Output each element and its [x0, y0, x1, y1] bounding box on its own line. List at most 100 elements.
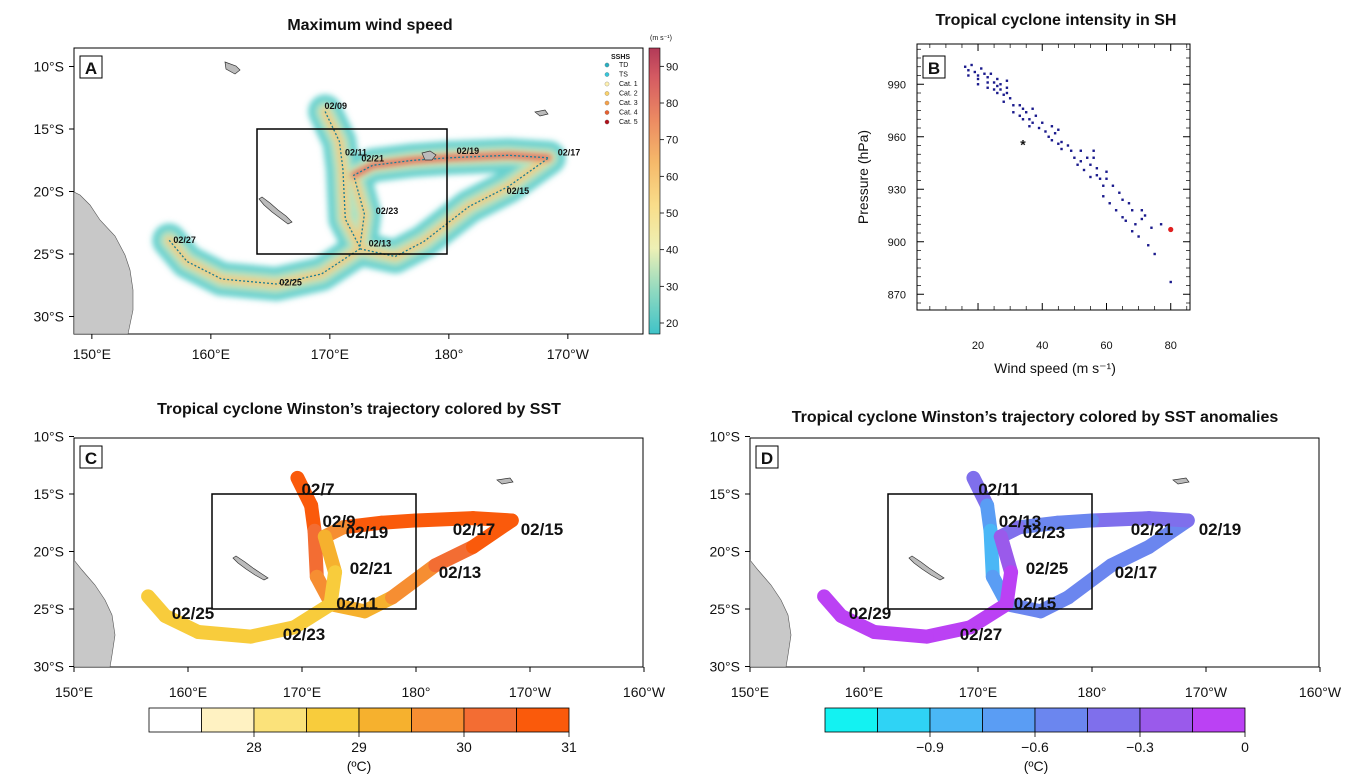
colorbar-box [463, 707, 517, 733]
scatter-point [1130, 209, 1134, 212]
scatter-point [1060, 140, 1063, 144]
scatter-point [980, 67, 983, 70]
lon-label-a: 170°E [311, 346, 349, 362]
scatter-point [1012, 111, 1015, 114]
scatter-point [1102, 195, 1105, 198]
track-segment [919, 620, 978, 644]
sst-track [141, 470, 519, 644]
wind-colorbar-label: 80 [666, 98, 678, 110]
track-date: 02/27 [960, 625, 1003, 644]
colorbar-box [824, 707, 878, 733]
focus-box-c [211, 493, 417, 610]
scatter-point [976, 74, 980, 77]
colorbar-box [253, 707, 307, 733]
lat-label: 15°S [33, 486, 64, 502]
scatter-point [983, 72, 986, 75]
scatter-point [1130, 230, 1134, 233]
australia-coast-c [74, 559, 116, 667]
scatter-point [1018, 114, 1021, 117]
track-date-a: 02/11 [345, 147, 367, 157]
sshs-legend-marker [604, 91, 610, 96]
scatter-point [1092, 156, 1095, 159]
scatter-point [1092, 149, 1095, 152]
panel-b-xtick-label: 80 [1165, 340, 1177, 352]
track-segment [243, 620, 302, 644]
scatter-point [1089, 163, 1092, 166]
track-date: 02/21 [350, 559, 393, 578]
colorbar-label: 31 [561, 739, 577, 755]
sshs-legend-marker [604, 119, 610, 125]
focus-box-d [887, 493, 1093, 610]
wind-colorbar-label: 20 [666, 318, 678, 330]
scatter-point [1089, 175, 1092, 179]
track-date-a: 02/21 [361, 154, 384, 164]
colorbar-label: 29 [351, 739, 367, 755]
fiji-a [421, 150, 437, 161]
panel-c-frame [73, 437, 644, 668]
track-date-a: 02/09 [325, 101, 348, 111]
panel-a-label-box [79, 55, 103, 79]
scatter-point [963, 65, 967, 68]
panel-c-sst-track: Tropical cyclone Winston’s trajectory co… [33, 401, 665, 774]
sshs-legend-marker [604, 72, 610, 77]
colorbar-box [877, 707, 931, 733]
ssta-colorbar: −0.9 −0.6 −0.3 0 [824, 707, 1249, 755]
track-segment [817, 589, 849, 623]
lon-label: 160°E [169, 684, 207, 700]
scatter-point [1057, 128, 1060, 131]
lat-ticks-c: 10°S 15°S 20°S 25°S 30°S [33, 429, 74, 675]
panel-d-label-box [755, 445, 779, 469]
track-date: 02/23 [1023, 523, 1066, 542]
lon-label-a: 180° [434, 346, 463, 362]
sst-colorbar-unit: (ºC) [347, 758, 372, 774]
new-caledonia-d [908, 555, 945, 581]
scatter-point [986, 86, 989, 89]
track-date: 02/7 [301, 480, 334, 499]
colorbar-label: 30 [456, 739, 472, 755]
track-date: 02/13 [439, 563, 482, 582]
lon-label: 160°W [623, 684, 666, 700]
scatter-point [1037, 126, 1041, 130]
wind-colorbar-label: 40 [666, 245, 678, 257]
scatter-point [1137, 235, 1140, 238]
scatter-point [976, 83, 980, 86]
track-date: 02/21 [1131, 520, 1174, 539]
scatter-point [1047, 135, 1050, 138]
focus-box-a [256, 128, 448, 255]
wind-colorbar-label: 30 [666, 281, 678, 293]
panel-d-label: D [761, 449, 773, 468]
track-date: 02/29 [849, 604, 892, 623]
lon-label: 180° [402, 684, 431, 700]
scatter-point [1050, 125, 1054, 128]
panel-b-ytick-label: 990 [888, 79, 906, 91]
panel-b-axes: 20 40 60 80 870 900 930 960 990 [888, 44, 1190, 352]
scatter-point [996, 84, 999, 88]
scatter-point [1169, 280, 1172, 284]
track-date-a: 02/23 [376, 206, 399, 216]
panel-b-ytick-label: 900 [888, 237, 906, 249]
lon-ticks-a: 150°E 160°E 170°E 180° 170°W [73, 334, 590, 362]
scatter-point [1018, 104, 1021, 107]
scatter-point [1114, 209, 1118, 212]
lat-label-a: 10°S [33, 59, 64, 75]
panel-b-xtick-label: 40 [1036, 340, 1048, 352]
sshs-legend-label: TD [619, 62, 628, 69]
lon-ticks-d: 150°E 160°E 170°E 180° 170°W 160°W [731, 667, 1342, 700]
scatter-point [976, 77, 980, 81]
scatter-point-max [1168, 226, 1174, 233]
australia-coast-d [750, 559, 792, 667]
scatter-point [986, 76, 989, 79]
colorbar-label: −0.6 [1021, 739, 1049, 755]
lat-label-a: 15°S [33, 121, 64, 137]
track-date: 02/17 [1115, 563, 1158, 582]
colorbar-label: 0 [1241, 739, 1249, 755]
lon-ticks-c: 150°E 160°E 170°E 180° 170°W 160°W [55, 667, 666, 700]
lon-label-a: 170°W [547, 346, 590, 362]
lat-label: 30°S [33, 659, 64, 675]
lat-label: 20°S [709, 544, 740, 560]
scatter-point [1108, 202, 1111, 205]
scatter-point [1105, 170, 1108, 173]
track-segment [1061, 558, 1119, 605]
lat-label: 25°S [709, 601, 740, 617]
track-segment [983, 523, 1000, 584]
